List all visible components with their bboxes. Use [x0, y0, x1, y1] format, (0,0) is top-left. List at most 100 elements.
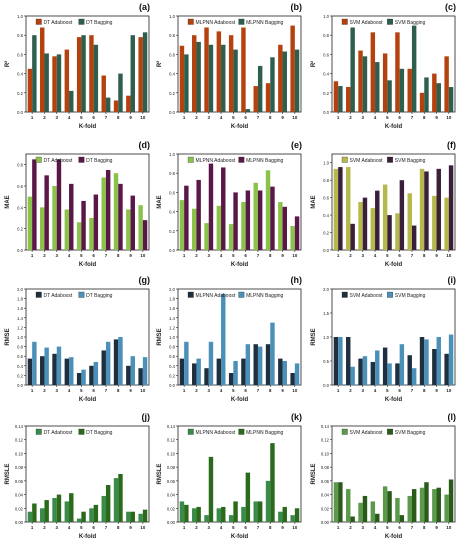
bar: [208, 341, 214, 385]
bar: [333, 337, 339, 385]
x-tick-label: 3: [208, 253, 211, 258]
x-tick-label: 4: [68, 115, 71, 120]
x-tick-label: 8: [117, 115, 120, 120]
bar: [338, 482, 343, 522]
bar: [44, 347, 49, 385]
bar: [241, 358, 246, 385]
bar: [184, 504, 189, 522]
bar: [382, 53, 388, 112]
y-tick-label: 0.06: [321, 479, 330, 484]
x-tick-label: 1: [183, 115, 186, 120]
bar: [113, 339, 119, 385]
bar: [245, 109, 251, 112]
y-tick-label: 1.0: [323, 14, 329, 19]
bar-chart: 0.0 0.2 0.4 0.6 0.8 1.0 1.2 1.4 1.6 1.8 2.0 RMSE 1 2 3…: [157, 287, 302, 403]
x-tick-label: 10: [446, 115, 451, 120]
y-axis-label: R²: [156, 61, 163, 67]
legend-swatch: [35, 291, 42, 298]
bar: [362, 197, 368, 250]
bar: [113, 173, 119, 250]
x-tick-label: 6: [92, 115, 95, 120]
legend-swatch: [238, 18, 245, 25]
bar: [338, 337, 343, 385]
bar: [257, 346, 263, 385]
bar: [69, 493, 74, 522]
legend-swatch: [78, 428, 85, 435]
y-tick-label: 0.12: [321, 438, 330, 443]
bar: [138, 37, 143, 113]
bar: [233, 49, 238, 112]
y-tick-label: 0.12: [15, 438, 24, 443]
bar-chart: 0.0 0.2 0.4 0.6 0.8 1.0 R² 1 2 3 4 5 6 7 8 9 10 K-fold DT …: [4, 14, 150, 130]
y-tick-label: 0.0: [323, 248, 329, 253]
x-tick-label: 1: [337, 253, 340, 258]
panel-label: (i): [447, 275, 457, 285]
bar: [294, 363, 300, 385]
bar-chart: 0.0 0.2 0.4 0.6 0.8 1.0 1.2 1.4 1.6 1.8 2.0 RMSE 1 2 3…: [5, 287, 150, 403]
bar: [407, 355, 412, 385]
bar: [387, 491, 392, 522]
bar: [101, 495, 106, 522]
bar: [358, 502, 363, 522]
bar: [399, 344, 405, 385]
bar: [64, 501, 70, 522]
x-tick-label: 3: [56, 388, 59, 393]
y-tick-label: 0.8: [17, 163, 23, 168]
bar: [245, 344, 251, 385]
x-tick-label: 9: [281, 388, 284, 393]
y-tick-label: 2.0: [17, 287, 23, 292]
bar: [370, 501, 376, 522]
legend-label: DT Bagging: [86, 430, 113, 436]
bar: [278, 358, 283, 385]
bar: [105, 170, 111, 250]
bar: [64, 209, 70, 250]
bar-chart: 0.0 0.2 0.4 0.6 0.8 1.0 MAE 1 2 3 4 5 6 7 8 9 10 K-fold ML…: [157, 152, 302, 268]
bar: [370, 32, 376, 112]
x-tick-label: 3: [208, 388, 211, 393]
bar: [346, 87, 351, 112]
legend-label: SVM Adaboost: [350, 20, 384, 26]
bar: [424, 482, 429, 522]
y-axis-label: MAE: [157, 195, 163, 208]
y-tick-label: 0.0: [323, 110, 329, 115]
bar: [81, 200, 86, 250]
bar: [253, 182, 258, 250]
panel-label: (g): [138, 275, 151, 285]
legend-label: MLPNN Bagging: [246, 20, 283, 26]
x-tick-label: 2: [349, 253, 352, 258]
bar: [294, 49, 300, 112]
legend-swatch: [341, 291, 348, 298]
legend-swatch: [387, 428, 393, 435]
x-axis-label: K-fold: [385, 124, 403, 130]
x-tick-label: 8: [117, 525, 120, 530]
x-tick-label: 3: [56, 525, 59, 530]
x-tick-label: 10: [292, 253, 297, 258]
x-tick-label: 1: [183, 253, 186, 258]
y-tick-label: 1.4: [169, 316, 175, 321]
bar: [126, 365, 131, 385]
x-tick-label: 3: [362, 525, 365, 530]
bar: [253, 86, 258, 112]
bar: [294, 216, 300, 250]
bar: [105, 341, 111, 385]
bar-chart: 0.00 0.02 0.04 0.06 0.08 0.10 0.12 0.14 RMSLE 1 2 3…: [5, 424, 150, 540]
y-tick-label: 0.4: [323, 213, 329, 218]
y-tick-label: 0.4: [17, 205, 23, 210]
chart-panel: 0.0 0.2 0.4 0.6 0.8 1.0 1.2 1.4 1.6 1.8 2.0 RMSE 1 2 3…: [156, 275, 304, 409]
y-tick-label: 0.6: [323, 196, 329, 201]
x-axis-label: K-fold: [79, 397, 97, 403]
bar: [221, 167, 226, 250]
x-tick-label: 7: [257, 253, 260, 258]
x-tick-label: 8: [269, 388, 272, 393]
bar: [419, 337, 425, 385]
bar: [204, 368, 209, 385]
bar: [40, 207, 45, 250]
legend-label: DT Bagging: [86, 158, 113, 164]
bar: [196, 179, 201, 250]
x-tick-label: 9: [129, 115, 132, 120]
bar: [208, 456, 214, 522]
chart-panel: 0.0 0.2 0.4 0.6 0.8 MAE 1 2 3 4 5 6 7 8 9 10 K-fold DT Ad…: [4, 140, 152, 274]
bar: [448, 334, 454, 385]
bar: [375, 62, 380, 112]
x-tick-label: 1: [183, 525, 186, 530]
